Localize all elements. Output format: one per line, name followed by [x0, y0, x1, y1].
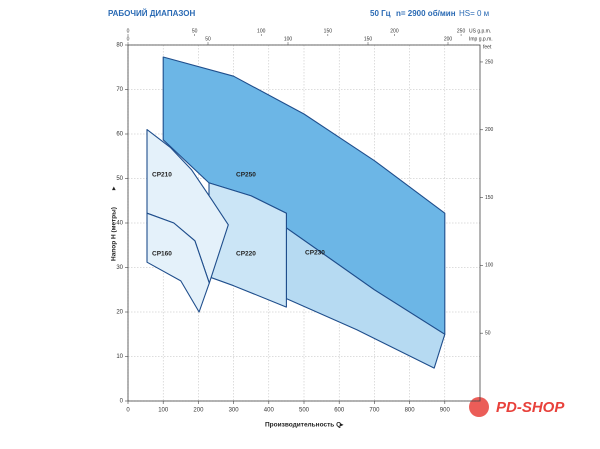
region — [146, 212, 210, 313]
x-tick-label: 0 — [126, 408, 130, 414]
y-tick-label: 30 — [116, 265, 123, 271]
x2-tick-label: 250 — [457, 28, 466, 34]
x3-axis-label: Imp g.p.m. — [469, 36, 493, 42]
subtitle: 50 Гц — [370, 9, 391, 18]
y2-tick-label: 100 — [485, 263, 494, 269]
logo: PD-SHOP — [496, 399, 565, 416]
y2-axis-label: feet — [483, 44, 492, 50]
region-label: CP210 — [152, 172, 172, 179]
x2-tick-label: 100 — [257, 28, 266, 34]
x-tick-label: 600 — [334, 408, 345, 414]
x3-tick-label: 0 — [127, 36, 130, 42]
x3-tick-label: 200 — [444, 36, 453, 42]
x2-tick-label: 200 — [390, 28, 399, 34]
y-tick-label: 10 — [116, 354, 123, 360]
region-label: CP160 — [152, 251, 172, 258]
x-tick-label: 700 — [369, 408, 380, 414]
x3-tick-label: 100 — [284, 36, 293, 42]
x-tick-label: 400 — [264, 408, 275, 414]
region-label: CP220 — [236, 251, 256, 258]
y-tick-label: 20 — [116, 310, 123, 316]
region-label: CP230 — [305, 250, 325, 257]
subtitle: n= 2900 об/мин — [396, 9, 456, 18]
y2-tick-label: 150 — [485, 195, 494, 201]
x2-axis-label: US g.p.m. — [469, 28, 491, 34]
y2-tick-label: 250 — [485, 59, 494, 65]
x3-tick-label: 50 — [205, 36, 211, 42]
x-tick-label: 500 — [299, 408, 310, 414]
y-tick-label: 70 — [116, 87, 123, 93]
y2-tick-label: 50 — [485, 331, 491, 337]
x-tick-label: 800 — [405, 408, 416, 414]
x2-tick-label: 0 — [127, 28, 130, 34]
x3-tick-label: 150 — [364, 36, 373, 42]
subtitle: HS= 0 м — [459, 9, 489, 18]
chart-title: РАБОЧИЙ ДИАПАЗОН — [108, 9, 196, 18]
x-tick-label: 200 — [193, 408, 204, 414]
y-tick-label: 80 — [116, 43, 123, 49]
x2-tick-label: 150 — [324, 28, 333, 34]
y2-tick-label: 200 — [485, 127, 494, 133]
arrow: ▸ — [111, 186, 118, 191]
y-tick-label: 0 — [120, 399, 124, 405]
y-tick-label: 60 — [116, 132, 123, 138]
y-tick-label: 40 — [116, 221, 123, 227]
y-axis-label: Напор H (метры) — [111, 207, 118, 261]
arrow: ▸ — [339, 422, 344, 429]
x-tick-label: 300 — [229, 408, 240, 414]
x-tick-label: 100 — [158, 408, 169, 414]
x2-tick-label: 50 — [192, 28, 198, 34]
x-axis-label: Производительность Q — [265, 422, 341, 429]
region-label: CP250 — [236, 172, 256, 179]
logo-icon — [469, 397, 489, 417]
y-tick-label: 50 — [116, 176, 123, 182]
x-tick-label: 900 — [440, 408, 451, 414]
